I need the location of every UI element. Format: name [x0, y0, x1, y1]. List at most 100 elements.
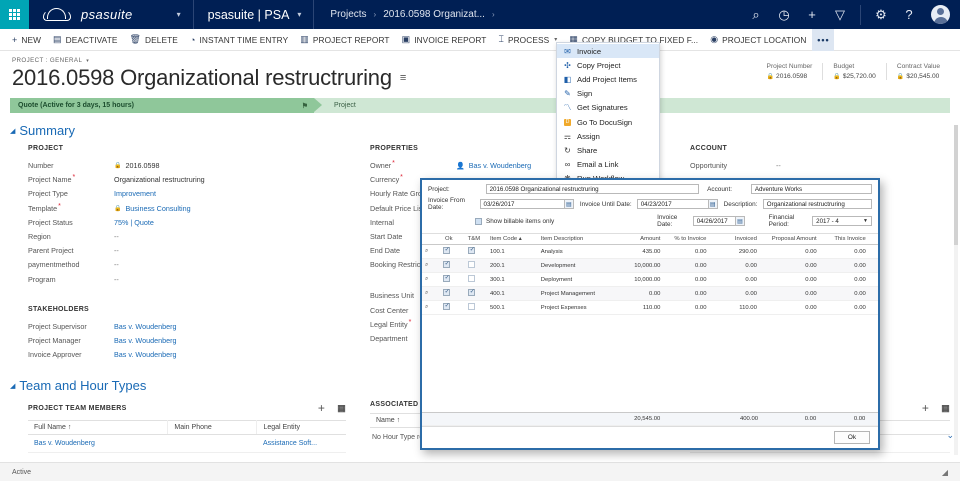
app-chevron-down-icon[interactable]: ▾	[297, 10, 302, 19]
deactivate-button[interactable]: ▤ DEACTIVATE	[47, 29, 123, 51]
quick-create-icon[interactable]: +	[808, 7, 816, 22]
cell-ok-2[interactable]	[436, 258, 461, 273]
field-paymentmethod-value[interactable]: --	[114, 260, 119, 270]
description-input[interactable]: Organizational restructruring	[762, 199, 873, 209]
recent-history-icon[interactable]: ◷	[778, 6, 790, 22]
brand-logo[interactable]: psasuite	[43, 7, 133, 22]
instant-time-entry-button[interactable]: ◔ INSTANT TIME ENTRY	[184, 29, 294, 51]
col-proposal-amount[interactable]: Proposal Amount	[759, 233, 820, 245]
field-parent-project-value[interactable]: --	[114, 246, 119, 256]
col-legal-entity[interactable]: Legal Entity	[256, 420, 346, 436]
settings-gear-icon[interactable]: ⚙	[875, 6, 887, 22]
project-input[interactable]: 2016.0598 Organizational restructruring	[485, 184, 700, 194]
popout-grid-icon-hour[interactable]: ▦	[941, 402, 950, 413]
col-main-phone[interactable]: Main Phone	[167, 420, 258, 436]
plus-icon-hour[interactable]: +	[921, 401, 930, 416]
new-button[interactable]: + NEW	[6, 29, 47, 51]
user-avatar[interactable]	[931, 5, 950, 24]
magnifier-icon[interactable]: ⌕	[422, 244, 437, 259]
invoice-date-input[interactable]: 04/26/2017	[692, 216, 737, 226]
field-region-value[interactable]: --	[114, 231, 119, 241]
col-ok[interactable]: Ok	[436, 233, 461, 245]
cell-ok-3[interactable]	[436, 272, 461, 287]
cell-tm-3[interactable]	[460, 272, 487, 287]
magnifier-icon-4[interactable]: ⌕	[422, 286, 437, 301]
magnifier-icon-2[interactable]: ⌕	[422, 258, 437, 273]
menu-item-copy-project[interactable]: ✣ Copy Project	[557, 58, 659, 72]
account-input[interactable]: Adventure Works	[750, 184, 872, 194]
team-section-header[interactable]: ◢ Team and Hour Types	[10, 378, 960, 393]
field-project-supervisor-value[interactable]: Bas v. Woudenberg	[114, 321, 177, 331]
cell-tm[interactable]	[460, 244, 487, 259]
calendar-icon-until[interactable]: ▤	[708, 199, 718, 209]
col-item-description[interactable]: Item Description	[537, 233, 617, 245]
cell-tm-2[interactable]	[460, 258, 487, 273]
col-amount[interactable]: Amount	[617, 233, 664, 245]
table-row[interactable]: ⌕ 300.1 Deployment 10,000.00 0.00 0.00 0…	[422, 272, 878, 287]
col-this-invoice[interactable]: This Invoice	[819, 233, 869, 245]
delete-button[interactable]: 🗑 DELETE	[124, 29, 184, 51]
form-selector[interactable]: PROJECT : GENERAL ▾	[12, 57, 960, 64]
menu-item-go-to-docusign[interactable]: D Go To DocuSign	[557, 115, 659, 129]
cell-ok[interactable]	[436, 244, 461, 259]
cell-ok-5[interactable]	[436, 300, 461, 315]
help-icon[interactable]: ?	[905, 7, 913, 22]
table-row[interactable]: ⌕ 500.1 Project Expenses 110.00 0.00 110…	[422, 300, 878, 315]
menu-item-invoice[interactable]: ✉ Invoice	[557, 44, 659, 59]
resize-grip-icon[interactable]: ◢	[941, 467, 948, 477]
col-item-code[interactable]: Item Code ▴	[486, 233, 538, 245]
breadcrumb-item-project[interactable]: 2016.0598 Organizat...	[383, 9, 485, 20]
more-commands-button[interactable]: •••	[812, 28, 835, 51]
cell-tm-5[interactable]	[460, 300, 487, 315]
menu-item-add-project-items[interactable]: ◧ Add Project Items	[557, 72, 659, 86]
calendar-icon-from[interactable]: ▤	[564, 199, 574, 209]
field-program-value[interactable]: --	[114, 274, 119, 284]
calendar-icon-invoice-date[interactable]: ▤	[736, 216, 745, 226]
col-pct-to-invoice[interactable]: % to Invoice	[663, 233, 710, 245]
summary-section-header[interactable]: ◢ Summary	[10, 123, 960, 138]
invoice-report-button[interactable]: ▣ INVOICE REPORT	[396, 29, 493, 51]
project-report-button[interactable]: ▥ PROJECT REPORT	[294, 29, 395, 51]
invoice-until-date-input[interactable]: 04/23/2017	[636, 199, 709, 209]
app-name-label[interactable]: psasuite | PSA	[207, 7, 290, 22]
project-location-button[interactable]: ◉ PROJECT LOCATION	[704, 29, 812, 51]
field-project-type-value[interactable]: Improvement	[114, 189, 156, 199]
plus-icon-team[interactable]: +	[317, 401, 326, 416]
page-scrollbar-thumb[interactable]	[954, 125, 958, 245]
table-row[interactable]: ⌕ 400.1 Project Management 0.00 0.00 0.0…	[422, 286, 878, 301]
table-row[interactable]: ⌕ 200.1 Development 10,000.00 0.00 0.00 …	[422, 258, 878, 273]
popout-grid-icon-team[interactable]: ▦	[337, 402, 346, 413]
show-billable-items-checkbox[interactable]: Show billable items only	[474, 217, 649, 225]
col-full-name[interactable]: Full Name ↑	[28, 420, 169, 436]
waffle-menu-button[interactable]	[0, 0, 29, 29]
cell-legal-entity[interactable]: Assistance Soft...	[256, 434, 346, 454]
cell-ok-4[interactable]	[436, 286, 461, 301]
advanced-find-icon[interactable]: ▽	[835, 6, 845, 22]
stage-quote[interactable]: Quote (Active for 3 days, 15 hours) ⚑	[10, 98, 322, 113]
table-row[interactable]: Bas v. Woudenberg Assistance Soft...	[28, 434, 346, 454]
field-project-name-value[interactable]: Organizational restructruring	[114, 175, 205, 185]
field-project-manager-value[interactable]: Bas v. Woudenberg	[114, 335, 177, 345]
menu-item-email-a-link[interactable]: ∞ Email a Link	[557, 158, 659, 172]
process-button[interactable]: ⌶ PROCESS ▾	[492, 29, 563, 51]
cell-full-name[interactable]: Bas v. Woudenberg	[28, 434, 168, 454]
financial-period-select[interactable]: 2017 - 4 ▼	[812, 216, 872, 226]
col-invoiced[interactable]: Invoiced	[709, 233, 760, 245]
breadcrumb-item-projects[interactable]: Projects	[330, 9, 367, 20]
page-scrollbar[interactable]	[954, 125, 958, 455]
ok-button[interactable]: Ok	[834, 431, 870, 444]
search-icon[interactable]: ⌕	[752, 6, 760, 22]
menu-item-share[interactable]: ↻ Share	[557, 143, 659, 157]
field-project-status-value[interactable]: 75% | Quote	[114, 217, 154, 227]
cell-tm-4[interactable]	[460, 286, 487, 301]
menu-item-assign[interactable]: ⚎ Assign	[557, 129, 659, 143]
col-tm[interactable]: T&M	[460, 233, 487, 245]
more-options-icon[interactable]: ≡	[399, 72, 407, 84]
field-opportunity-value[interactable]: --	[776, 161, 781, 170]
invoice-from-date-input[interactable]: 03/26/2017	[479, 199, 565, 209]
copy-budget-button[interactable]: ▦ COPY BUDGET TO FIXED F...	[563, 29, 704, 51]
chevron-down-icon-bottom[interactable]: ⌄	[946, 430, 954, 440]
magnifier-icon-3[interactable]: ⌕	[422, 272, 437, 287]
menu-item-get-signatures[interactable]: 〽 Get Signatures	[557, 101, 659, 115]
magnifier-icon-5[interactable]: ⌕	[422, 300, 437, 315]
